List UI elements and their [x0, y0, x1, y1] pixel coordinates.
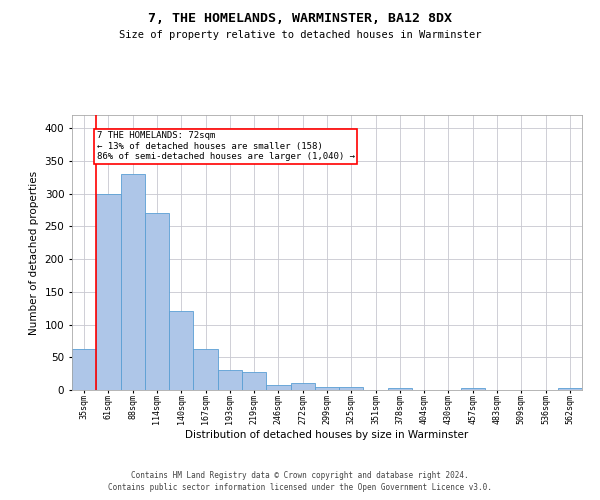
Bar — [145, 213, 169, 390]
X-axis label: Distribution of detached houses by size in Warminster: Distribution of detached houses by size … — [185, 430, 469, 440]
Bar — [461, 388, 485, 390]
Bar — [218, 370, 242, 390]
Bar — [169, 312, 193, 390]
Bar — [315, 386, 339, 390]
Text: Size of property relative to detached houses in Warminster: Size of property relative to detached ho… — [119, 30, 481, 40]
Bar — [266, 386, 290, 390]
Bar — [290, 384, 315, 390]
Bar — [558, 388, 582, 390]
Bar — [388, 388, 412, 390]
Bar — [121, 174, 145, 390]
Bar — [72, 350, 96, 390]
Bar — [193, 349, 218, 390]
Text: Contains HM Land Registry data © Crown copyright and database right 2024.
Contai: Contains HM Land Registry data © Crown c… — [108, 471, 492, 492]
Y-axis label: Number of detached properties: Number of detached properties — [29, 170, 39, 334]
Bar — [339, 388, 364, 390]
Bar — [96, 194, 121, 390]
Text: 7, THE HOMELANDS, WARMINSTER, BA12 8DX: 7, THE HOMELANDS, WARMINSTER, BA12 8DX — [148, 12, 452, 26]
Bar — [242, 372, 266, 390]
Text: 7 THE HOMELANDS: 72sqm
← 13% of detached houses are smaller (158)
86% of semi-de: 7 THE HOMELANDS: 72sqm ← 13% of detached… — [97, 132, 355, 161]
